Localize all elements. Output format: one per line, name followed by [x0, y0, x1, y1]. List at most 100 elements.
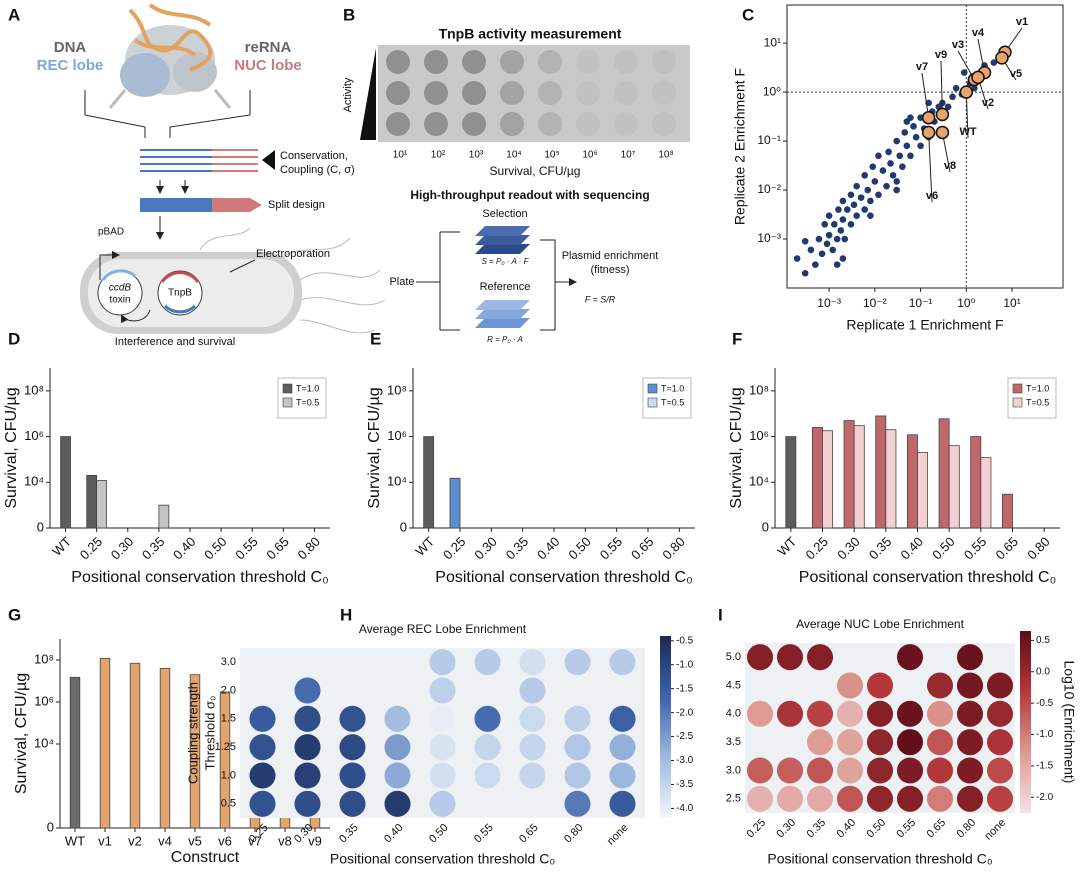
point [944, 103, 952, 111]
bar [96, 480, 108, 529]
x-tick-label: 0.65 [263, 534, 292, 563]
colorbar-tick-label: -3.5 [676, 779, 694, 790]
point [871, 178, 879, 185]
point-label: v4 [972, 27, 985, 39]
bubble [896, 729, 924, 756]
colorbar-label: Log10 (Enrichment) [1061, 661, 1077, 784]
bar [158, 504, 170, 529]
spot [462, 81, 486, 105]
point [829, 246, 837, 254]
conservation-label: Conservation, [280, 150, 348, 162]
point [864, 186, 872, 194]
bubble [294, 677, 321, 704]
y-tick-label: 10⁸ [749, 382, 769, 397]
bubble [806, 785, 834, 812]
legend-swatch [647, 397, 658, 408]
cell [80, 227, 386, 334]
bubble [866, 729, 894, 756]
point [831, 220, 838, 228]
point [893, 186, 900, 194]
spot [424, 112, 448, 136]
electroporation-label: Electroporation [256, 248, 330, 260]
point [990, 59, 998, 66]
bubble [836, 672, 864, 699]
x-tick-label: 0.80 [659, 534, 688, 563]
panel-a: A DNA REC lobe reRNA NUC lobe Conservati… [8, 3, 386, 348]
highlight-point [935, 125, 950, 140]
point [903, 118, 911, 125]
x-tick-label: 0.50 [865, 817, 889, 841]
y-tick-label: 3.0 [726, 764, 741, 776]
split-red [212, 198, 262, 212]
bubble [986, 757, 1014, 784]
bubble [294, 790, 321, 817]
y-tick-label: 10⁶ [387, 428, 407, 443]
panel-label: E [370, 329, 381, 348]
bubble [836, 700, 864, 727]
y-tick-label: 10⁴ [749, 474, 769, 489]
bar [423, 436, 435, 529]
spot [500, 81, 524, 105]
point [823, 240, 831, 248]
spot [576, 112, 600, 136]
bubble [986, 729, 1014, 756]
bubble [429, 762, 456, 789]
spot [576, 81, 600, 105]
label-leader [940, 60, 943, 115]
point [971, 84, 978, 92]
bubble [384, 734, 411, 761]
bubble [609, 705, 636, 732]
y-tick-label: 10⁶ [24, 428, 44, 443]
point [869, 163, 877, 170]
chart-title: Average NUC Lobe Enrichment [796, 617, 965, 631]
y-tick-label: 10⁻³ [757, 231, 781, 245]
point [861, 206, 869, 213]
bubble [956, 672, 984, 699]
highlight-point [921, 110, 936, 125]
bubble [339, 762, 366, 789]
fitness-label: (fitness) [590, 264, 629, 276]
split-blue [140, 198, 212, 212]
bubble [609, 649, 636, 676]
bubble [609, 762, 636, 789]
panel-label: A [8, 5, 20, 24]
panel-label: B [343, 5, 355, 24]
bubble [249, 790, 276, 817]
bubble [519, 677, 546, 704]
point [841, 235, 849, 243]
y-tick-label: 2.0 [221, 684, 236, 696]
bubble [896, 644, 924, 671]
point [853, 182, 860, 190]
bar [980, 457, 992, 529]
survival-tick: 10² [431, 150, 446, 161]
survival-axis-label: Survival, CFU/µg [490, 164, 581, 178]
y-tick-label: 3.5 [726, 736, 741, 748]
legend-swatch [1012, 383, 1023, 394]
bar [906, 434, 918, 529]
tnpb-label: TnpB [168, 288, 192, 299]
bubble [564, 790, 591, 817]
colorbar-tick-label: -1.0 [1036, 729, 1054, 740]
point-label: WT [959, 126, 976, 138]
x-axis-label: Replicate 1 Enrichment F [846, 317, 1003, 333]
bubble [474, 705, 501, 732]
reference-stack [475, 300, 530, 328]
point [899, 163, 906, 170]
x-tick-label: 0.80 [294, 534, 323, 563]
panel-label: C [742, 5, 754, 24]
x-tick-label: 0.30 [108, 534, 137, 563]
bubble [896, 757, 924, 784]
point [883, 182, 890, 190]
bubble [339, 790, 366, 817]
x-tick-label: 0.40 [898, 534, 927, 563]
bubble [474, 734, 501, 761]
bubble [776, 785, 804, 812]
bubble [294, 762, 321, 789]
nuc-label: NUC lobe [234, 57, 302, 74]
bubble [564, 734, 591, 761]
x-tick-label: 0.30 [834, 534, 863, 563]
toxin-label: toxin [109, 295, 130, 306]
x-tick-label: 0.25 [77, 534, 106, 563]
spot [386, 81, 410, 105]
